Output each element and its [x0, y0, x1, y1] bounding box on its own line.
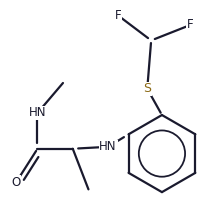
Text: F: F	[114, 9, 121, 22]
Text: F: F	[187, 19, 194, 32]
Text: S: S	[143, 82, 151, 95]
Text: HN: HN	[99, 140, 117, 153]
Text: O: O	[11, 176, 21, 189]
Text: HN: HN	[29, 106, 46, 119]
